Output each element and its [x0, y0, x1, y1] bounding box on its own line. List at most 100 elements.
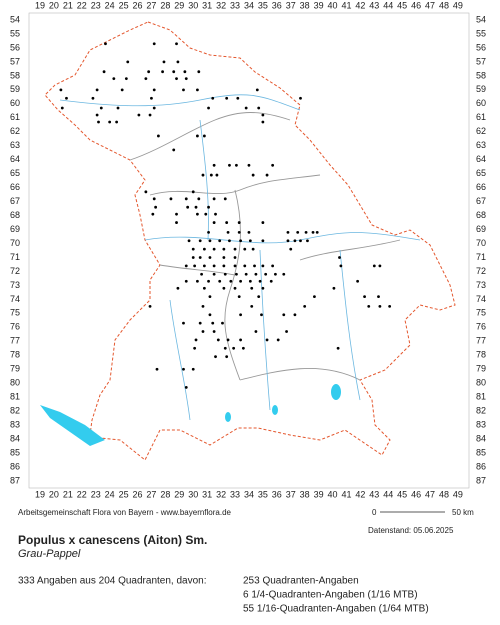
row-label: 82	[10, 406, 20, 416]
row-label: 75	[10, 308, 20, 318]
occurrence-dot	[191, 190, 195, 194]
occurrence-dot	[201, 304, 205, 308]
row-label: 61	[10, 112, 20, 122]
occurrence-dot	[186, 205, 190, 209]
occurrence-dot	[260, 313, 263, 317]
row-label: 67	[476, 196, 486, 206]
occurrence-dot	[212, 264, 216, 268]
occurrence-dot	[271, 163, 275, 167]
occurrence-dot	[207, 279, 210, 283]
row-label: 86	[10, 461, 20, 471]
row-label: 57	[10, 56, 20, 66]
column-label: 30	[188, 489, 198, 499]
occurrence-dot	[184, 279, 188, 283]
occurrence-dot	[161, 70, 164, 74]
column-label: 46	[411, 489, 421, 499]
occurrence-dot	[202, 286, 206, 290]
occurrence-dot	[102, 70, 106, 74]
district-borders	[129, 112, 401, 381]
column-label: 48	[439, 0, 449, 10]
occurrence-dot	[197, 197, 201, 201]
occurrence-dot	[212, 221, 216, 224]
row-label: 72	[10, 266, 20, 276]
column-label: 39	[314, 489, 324, 499]
occurrence-dot	[198, 321, 202, 325]
row-label: 78	[476, 350, 486, 360]
row-label: 62	[476, 126, 486, 136]
occurrence-dot	[222, 286, 226, 290]
column-label: 24	[105, 489, 115, 499]
occurrence-dot	[175, 212, 178, 216]
occurrence-dot	[338, 256, 341, 259]
column-label: 36	[272, 0, 282, 10]
occurrence-dot	[222, 256, 226, 259]
occurrence-dot	[239, 279, 242, 283]
occurrence-dot	[293, 239, 297, 243]
occurrence-dot	[285, 330, 288, 333]
occurrence-dot	[250, 286, 254, 290]
row-label: 58	[476, 70, 486, 80]
state-border	[44, 21, 456, 461]
occurrence-dot	[196, 134, 199, 138]
occurrence-dot	[116, 106, 120, 110]
row-label: 54	[10, 14, 20, 24]
occurrence-dot	[112, 77, 116, 81]
row-label: 56	[476, 42, 486, 52]
row-label: 66	[476, 182, 486, 192]
row-label: 73	[476, 280, 486, 290]
row-label: 61	[476, 112, 486, 122]
river	[259, 249, 271, 411]
occurrence-dot	[144, 77, 148, 81]
occurrence-dot	[216, 338, 220, 342]
column-label: 28	[160, 0, 170, 10]
occurrence-dot	[197, 70, 201, 74]
occurrence-dot	[289, 247, 293, 251]
occurrence-dot	[363, 295, 366, 299]
occurrence-dot	[261, 221, 265, 224]
row-label: 74	[476, 294, 486, 304]
column-label: 34	[244, 0, 254, 10]
occurrence-dot	[257, 106, 261, 110]
column-label: 35	[258, 489, 268, 499]
column-label: 37	[286, 489, 296, 499]
row-label: 63	[10, 140, 20, 150]
occurrence-dot	[191, 256, 195, 259]
column-label: 42	[355, 0, 365, 10]
row-label: 79	[476, 364, 486, 374]
row-label: 74	[10, 294, 20, 304]
occurrence-dot	[237, 295, 241, 299]
occurrence-dot	[235, 272, 238, 276]
column-label: 40	[328, 489, 338, 499]
occurrence-dot	[184, 386, 188, 389]
district-border	[149, 174, 321, 196]
occurrence-dot	[336, 346, 340, 350]
row-label: 77	[476, 336, 486, 346]
row-label: 72	[476, 266, 486, 276]
occurrence-dot	[147, 70, 151, 74]
row-label: 67	[10, 196, 20, 206]
date: Datenstand: 05.06.2025	[368, 526, 454, 535]
occurrence-dot	[198, 256, 202, 259]
row-label: 86	[476, 461, 486, 471]
occurrence-dot	[313, 295, 316, 299]
occurrence-dot	[237, 230, 241, 234]
occurrence-dot	[152, 88, 156, 92]
row-label: 77	[10, 336, 20, 346]
occurrence-dot	[187, 239, 191, 243]
occurrence-dot	[221, 321, 224, 325]
column-label: 41	[341, 0, 351, 10]
occurrence-dot	[207, 230, 210, 234]
occurrence-dot	[95, 88, 99, 92]
row-label: 85	[476, 447, 486, 457]
row-label: 65	[10, 168, 20, 178]
column-label: 20	[49, 0, 59, 10]
row-label: 68	[10, 210, 20, 220]
occurrence-dot	[182, 321, 185, 325]
occurrence-dot	[241, 346, 245, 350]
occurrence-dot	[126, 60, 130, 64]
occurrence-dot	[214, 355, 217, 359]
column-label: 30	[188, 0, 198, 10]
occurrence-dot	[261, 264, 265, 268]
occurrence-dot	[261, 113, 265, 117]
